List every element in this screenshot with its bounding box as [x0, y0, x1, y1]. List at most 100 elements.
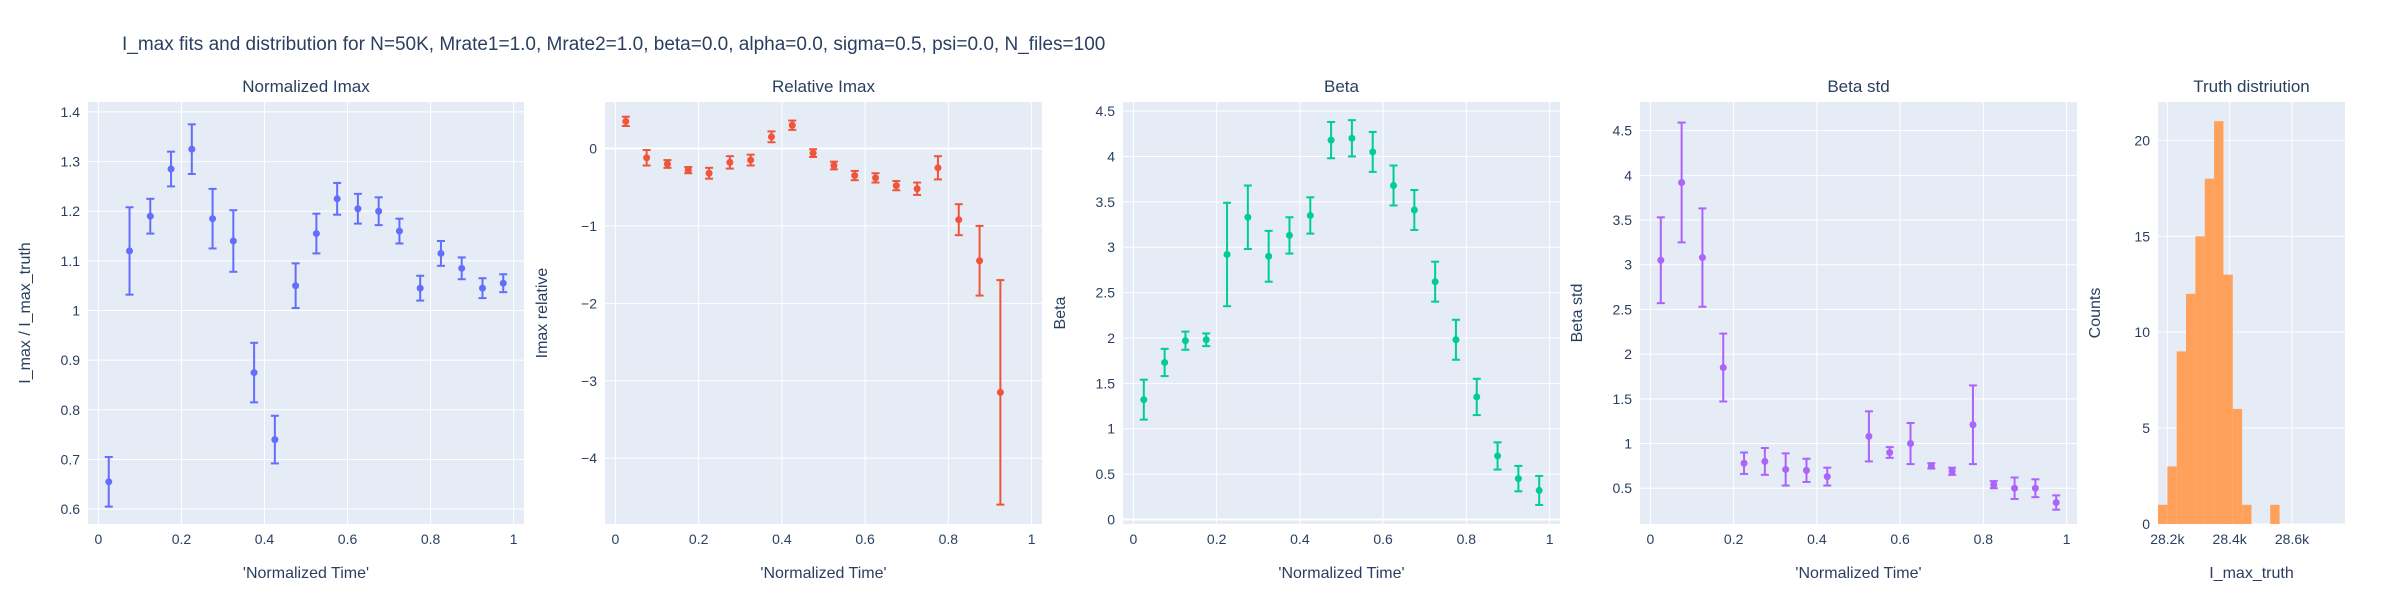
- p4-point-13: [1948, 467, 1956, 475]
- p2-point-16: [955, 216, 963, 224]
- p3-ytick-label-4: 2: [1107, 330, 1115, 346]
- p3-xtick-label-0: 0: [1130, 531, 1138, 547]
- p1-point-9: [292, 282, 300, 290]
- p2-point-13: [892, 182, 900, 190]
- p4-point-0: [1657, 256, 1665, 264]
- p1-ytick-label-4: 1: [72, 303, 80, 319]
- p4-ytick-label-6: 3.5: [1613, 212, 1633, 228]
- p4-ytick-label-7: 4: [1624, 167, 1632, 183]
- p5-bar-9: [2242, 504, 2252, 524]
- p4-point-18: [2052, 499, 2060, 507]
- p1-xlabel: 'Normalized Time': [243, 565, 369, 582]
- p2-point-6: [747, 156, 755, 164]
- p4-point-2: [1698, 254, 1706, 262]
- p4-ytick-label-2: 1.5: [1613, 391, 1633, 407]
- p4-point-10: [1886, 448, 1894, 456]
- p4-ytick-label-4: 2.5: [1613, 301, 1633, 317]
- p4-point-16: [2011, 484, 2019, 492]
- p2-xtick-label-5: 1: [1028, 531, 1036, 547]
- p1-point-6: [229, 237, 237, 245]
- p4-point-7: [1802, 466, 1810, 474]
- p1-point-16: [437, 249, 445, 257]
- p2-point-0: [622, 117, 630, 125]
- p3-ytick-label-3: 1.5: [1096, 375, 1116, 391]
- p1-point-10: [312, 230, 320, 238]
- p2-point-3: [684, 166, 692, 174]
- p1-point-4: [188, 145, 196, 153]
- p5-ytick-label-1: 5: [2142, 420, 2150, 436]
- p4-point-15: [1990, 481, 1998, 489]
- p2-plot-area: [605, 102, 1042, 524]
- p5-xlabel: I_max_truth: [2209, 565, 2293, 582]
- p3-ytick-label-5: 2.5: [1096, 285, 1116, 301]
- p3-point-15: [1452, 336, 1460, 344]
- p5-bar-1: [2167, 466, 2177, 524]
- p3-ytick-label-2: 1: [1107, 421, 1115, 437]
- p4-xtick-label-2: 0.4: [1807, 531, 1827, 547]
- p4-ytick-label-1: 1: [1624, 436, 1632, 452]
- p1-xtick-label-5: 1: [510, 531, 518, 547]
- p3-ytick-label-1: 0.5: [1096, 466, 1116, 482]
- p2-ytick-label-4: 0: [589, 140, 597, 156]
- p1-point-0: [105, 478, 113, 486]
- p2-xtick-label-1: 0.2: [689, 531, 709, 547]
- p5-bar-5: [2204, 178, 2215, 524]
- p4-ytick-label-0: 0.5: [1613, 480, 1633, 496]
- p5-ytick-label-2: 10: [2134, 324, 2150, 340]
- p3-ytick-label-7: 3.5: [1096, 194, 1116, 210]
- p3-point-14: [1431, 278, 1439, 286]
- p3-xtick-label-4: 0.8: [1457, 531, 1477, 547]
- p1-point-18: [478, 284, 486, 292]
- p3-point-1: [1161, 358, 1169, 366]
- p4-xtick-label-3: 0.6: [1890, 531, 1910, 547]
- p2-xtick-label-3: 0.6: [855, 531, 875, 547]
- p5-bar-7: [2223, 274, 2233, 524]
- p4-xtick-label-0: 0: [1647, 531, 1655, 547]
- p1-panel: 0 0.2 0.4 0.6 0.8 1 0.6 0.7 0.8 0.9 1 1.1 1.2 1.3 1.4 N…: [17, 77, 524, 582]
- p2-point-2: [663, 160, 671, 168]
- p5-xtick-label-0: 28.2k: [2150, 531, 2185, 547]
- p5-ylabel: Counts: [2087, 288, 2104, 339]
- p2-point-5: [726, 158, 734, 166]
- p2-xtick-label-0: 0: [612, 531, 620, 547]
- p1-point-12: [354, 205, 362, 213]
- p3-xtick-label-5: 1: [1546, 531, 1554, 547]
- p1-ytick-label-5: 1.1: [61, 253, 81, 269]
- p1-point-15: [416, 284, 424, 292]
- p2-xtick-label-2: 0.4: [772, 531, 792, 547]
- p4-ylabel: Beta std: [1569, 284, 1586, 343]
- p3-point-6: [1265, 252, 1273, 260]
- p5-xtick-label-2: 28.6k: [2275, 531, 2310, 547]
- p2-point-12: [872, 174, 880, 182]
- p5-panel: 28.2k 28.4k 28.6k 0 5 10 15 20 Truth distriution…: [2087, 77, 2345, 582]
- p3-point-18: [1514, 475, 1522, 483]
- p3-xlabel: 'Normalized Time': [1278, 565, 1404, 582]
- p3-xtick-label-3: 0.6: [1373, 531, 1393, 547]
- p3-xtick-label-2: 0.4: [1290, 531, 1310, 547]
- p2-point-15: [934, 164, 942, 172]
- p1-xtick-label-3: 0.6: [338, 531, 358, 547]
- p4-point-11: [1907, 440, 1915, 448]
- p3-point-4: [1223, 250, 1231, 258]
- p4-point-14: [1969, 421, 1977, 429]
- p3-point-17: [1494, 452, 1502, 460]
- p3-ytick-label-6: 3: [1107, 239, 1115, 255]
- p4-ytick-label-8: 4.5: [1613, 123, 1633, 139]
- p4-xlabel: 'Normalized Time': [1795, 565, 1921, 582]
- p2-point-17: [976, 257, 984, 265]
- p1-point-2: [146, 212, 154, 220]
- p5-bar-8: [2232, 408, 2243, 524]
- p4-xtick-label-5: 1: [2063, 531, 2071, 547]
- p2-point-7: [767, 133, 775, 141]
- p1-ytick-label-1: 0.7: [61, 451, 81, 467]
- p1-point-3: [167, 165, 175, 173]
- p1-ytick-label-7: 1.3: [61, 154, 81, 170]
- p1-ytick-label-3: 0.9: [61, 352, 81, 368]
- p3-point-16: [1473, 393, 1481, 401]
- p5-ytick-label-4: 20: [2134, 132, 2150, 148]
- p2-xtick-label-4: 0.8: [939, 531, 959, 547]
- p3-title: Beta: [1324, 77, 1360, 96]
- p1-point-17: [458, 264, 466, 272]
